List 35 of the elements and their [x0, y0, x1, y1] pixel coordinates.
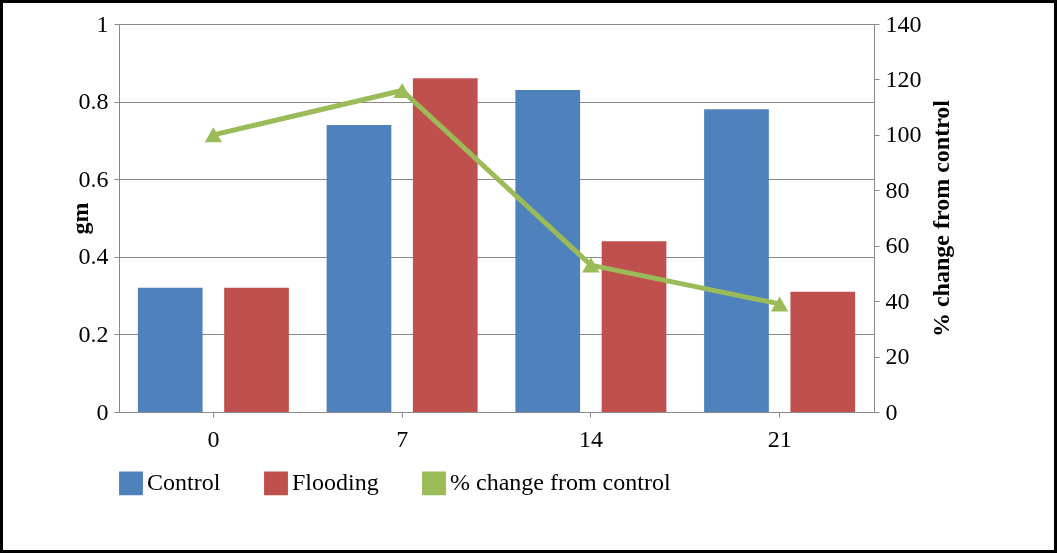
point [204, 127, 223, 143]
y2-tick-label: 120 [885, 65, 922, 92]
y2-tick-label: 140 [885, 10, 922, 37]
y2-axis-title: % change from control [927, 99, 954, 338]
bar [790, 291, 856, 412]
bar [515, 89, 581, 412]
y2-tick-label: 40 [885, 287, 910, 314]
point [770, 296, 789, 312]
bar [326, 124, 392, 412]
y2-tick-label: 100 [885, 121, 922, 148]
y-tick-label: 0.8 [78, 88, 109, 115]
bar [704, 109, 769, 412]
y-tick-label: 0.4 [78, 243, 109, 270]
y2-tick-label: 80 [885, 176, 910, 203]
y2-tick-label: 20 [885, 343, 910, 370]
y-axis-title: gm [66, 202, 93, 235]
y-tick-label: 1 [96, 10, 109, 37]
x-tick-label: 21 [767, 425, 792, 452]
legend-label: Flooding [292, 469, 379, 496]
y-tick-label: 0.6 [78, 165, 109, 192]
x-tick-label: 7 [396, 425, 409, 452]
legend-label: % change from control [450, 469, 671, 496]
bar [412, 78, 478, 412]
bar [137, 287, 203, 412]
point [393, 83, 411, 99]
point [582, 257, 600, 273]
x-tick-label: 0 [207, 425, 220, 452]
y-tick-label: 0.2 [78, 320, 109, 347]
y2-tick-label: 60 [885, 232, 910, 259]
legend-label: Control [147, 469, 221, 496]
y2-tick-label: 0 [885, 398, 898, 425]
bar [601, 241, 667, 412]
y-tick-label: 0 [96, 398, 109, 425]
bar [224, 287, 289, 412]
x-tick-label: 14 [578, 425, 603, 452]
